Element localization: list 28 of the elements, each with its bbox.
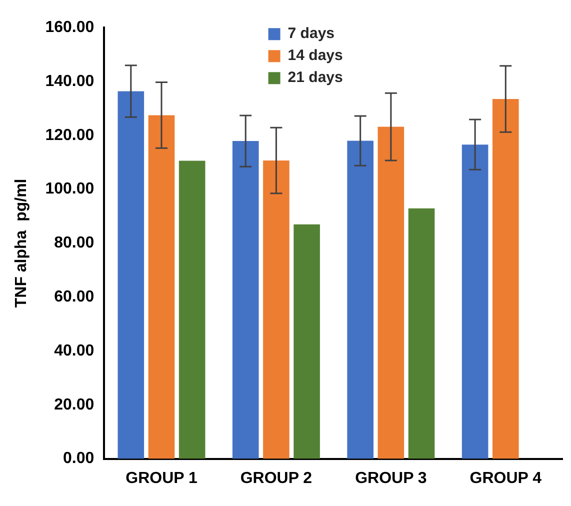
bar bbox=[492, 99, 519, 459]
y-tick-label: 0.00 bbox=[62, 450, 94, 468]
bar bbox=[347, 140, 374, 459]
x-tick-label: GROUP 2 bbox=[240, 470, 312, 487]
legend-label: 14 days bbox=[288, 47, 343, 64]
bar bbox=[118, 91, 144, 459]
y-tick-label: 80.00 bbox=[54, 234, 94, 252]
bar bbox=[178, 160, 206, 459]
bar bbox=[408, 208, 435, 459]
y-tick-label: 160.00 bbox=[45, 19, 94, 36]
y-tick-label: 120.00 bbox=[45, 126, 94, 144]
bar bbox=[462, 144, 488, 459]
x-tick-label: GROUP 1 bbox=[126, 470, 198, 487]
x-tick-label: GROUP 4 bbox=[470, 470, 542, 487]
y-tick-label: 140.00 bbox=[45, 72, 94, 90]
y-tick-label: 100.00 bbox=[45, 180, 94, 198]
bar bbox=[232, 141, 259, 459]
bar bbox=[378, 126, 404, 459]
y-tick-label: 20.00 bbox=[54, 396, 94, 414]
y-tick-label: 40.00 bbox=[54, 342, 94, 360]
y-axis-title: TNF alpha pg/ml bbox=[13, 178, 30, 308]
bar bbox=[263, 160, 290, 459]
legend-label: 7 days bbox=[288, 25, 334, 42]
x-tick-label: GROUP 3 bbox=[355, 470, 427, 487]
legend-label: 21 days bbox=[288, 69, 343, 86]
bar bbox=[294, 224, 320, 459]
y-tick-label: 60.00 bbox=[54, 288, 94, 306]
bar bbox=[148, 115, 175, 459]
